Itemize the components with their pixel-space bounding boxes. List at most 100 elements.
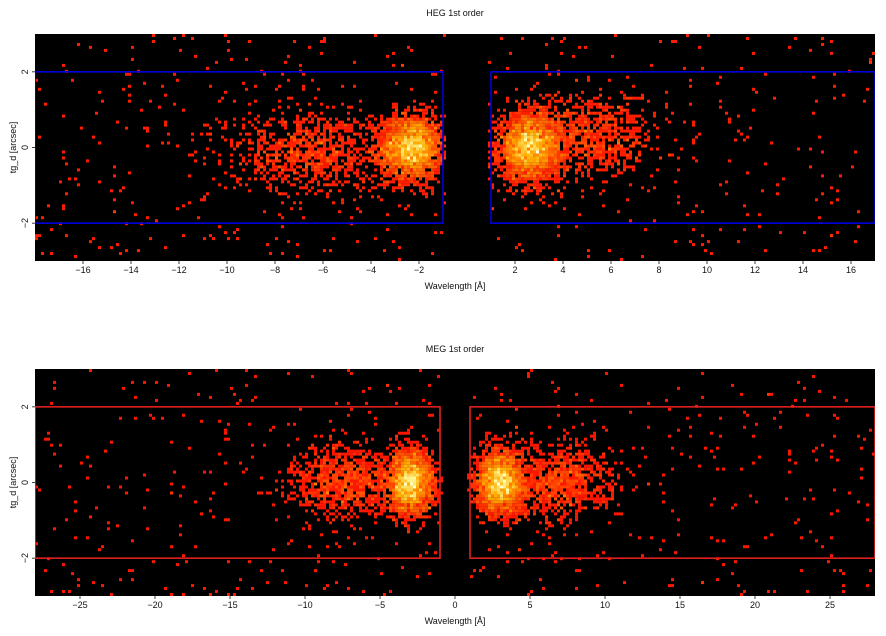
count-bin xyxy=(584,120,587,124)
count-bin xyxy=(218,183,221,187)
count-bin xyxy=(533,84,536,88)
count-bin xyxy=(401,464,404,468)
count-bin xyxy=(356,171,359,175)
count-bin xyxy=(425,494,428,498)
count-bin xyxy=(518,108,521,112)
count-bin xyxy=(293,177,296,181)
count-bin xyxy=(173,37,176,40)
count-bin xyxy=(536,123,539,127)
count-bin xyxy=(434,117,437,121)
count-bin xyxy=(293,491,296,495)
count-bin xyxy=(434,90,437,94)
count-bin xyxy=(143,126,146,130)
count-bin xyxy=(560,449,563,453)
count-bin xyxy=(395,437,398,441)
count-bin xyxy=(515,476,518,480)
count-bin xyxy=(584,153,587,157)
count-bin xyxy=(383,500,386,504)
count-bin xyxy=(404,512,407,516)
count-bin xyxy=(344,494,347,498)
count-bin xyxy=(548,111,551,115)
count-bin xyxy=(386,120,389,124)
count-bin xyxy=(368,512,371,516)
count-bin xyxy=(518,153,521,157)
count-bin xyxy=(407,488,410,492)
count-bin xyxy=(416,575,419,579)
count-bin xyxy=(557,99,560,103)
count-bin xyxy=(716,578,719,582)
count-bin xyxy=(419,515,422,519)
count-bin xyxy=(374,464,377,468)
count-bin xyxy=(503,153,506,157)
count-bin xyxy=(563,186,566,190)
count-bin xyxy=(743,228,746,232)
count-bin xyxy=(338,126,341,130)
count-bin xyxy=(494,434,497,438)
count-bin xyxy=(422,491,425,495)
count-bin xyxy=(425,500,428,504)
count-bin xyxy=(419,165,422,169)
count-bin xyxy=(497,126,500,130)
count-bin xyxy=(422,497,425,501)
count-bin xyxy=(362,180,365,184)
count-bin xyxy=(278,153,281,157)
count-bin xyxy=(506,488,509,492)
count-bin xyxy=(527,177,530,181)
x-tick-label: −14 xyxy=(123,265,138,275)
count-bin xyxy=(812,249,815,253)
count-bin xyxy=(299,165,302,169)
count-bin xyxy=(494,156,497,160)
count-bin xyxy=(434,114,437,118)
count-bin xyxy=(299,186,302,190)
count-bin xyxy=(536,105,539,109)
count-bin xyxy=(398,144,401,148)
count-bin xyxy=(287,141,290,145)
count-bin xyxy=(413,509,416,513)
count-bin xyxy=(575,120,578,124)
count-bin xyxy=(500,476,503,480)
count-bin xyxy=(263,165,266,169)
count-bin xyxy=(386,156,389,160)
count-bin xyxy=(779,425,782,429)
count-bin xyxy=(569,485,572,489)
count-bin xyxy=(425,138,428,142)
count-bin xyxy=(383,467,386,471)
count-bin xyxy=(581,156,584,160)
count-bin xyxy=(569,144,572,148)
count-bin xyxy=(659,548,662,552)
count-bin xyxy=(518,129,521,133)
count-bin xyxy=(521,132,524,136)
count-bin xyxy=(773,96,776,100)
count-bin xyxy=(392,135,395,139)
count-bin xyxy=(869,57,872,61)
count-bin xyxy=(611,491,614,495)
count-bin xyxy=(821,37,824,40)
count-bin xyxy=(536,111,539,115)
count-bin xyxy=(557,449,560,453)
count-bin xyxy=(317,494,320,498)
count-bin xyxy=(533,485,536,489)
count-bin xyxy=(539,198,542,202)
count-bin xyxy=(422,165,425,169)
count-bin xyxy=(293,485,296,489)
count-bin xyxy=(551,443,554,447)
count-bin xyxy=(833,395,836,399)
count-bin xyxy=(635,129,638,133)
count-bin xyxy=(395,446,398,450)
count-bin xyxy=(341,150,344,154)
count-bin xyxy=(380,165,383,169)
count-bin xyxy=(443,114,446,118)
count-bin xyxy=(311,144,314,148)
count-bin xyxy=(560,126,563,130)
count-bin xyxy=(341,428,344,432)
count-bin xyxy=(572,476,575,480)
count-bin xyxy=(422,506,425,510)
count-bin xyxy=(281,177,284,181)
count-bin xyxy=(494,476,497,480)
count-bin xyxy=(533,126,536,130)
count-bin xyxy=(611,449,614,453)
count-bin xyxy=(509,144,512,148)
count-bin xyxy=(512,464,515,468)
count-bin xyxy=(590,455,593,459)
count-bin xyxy=(308,488,311,492)
